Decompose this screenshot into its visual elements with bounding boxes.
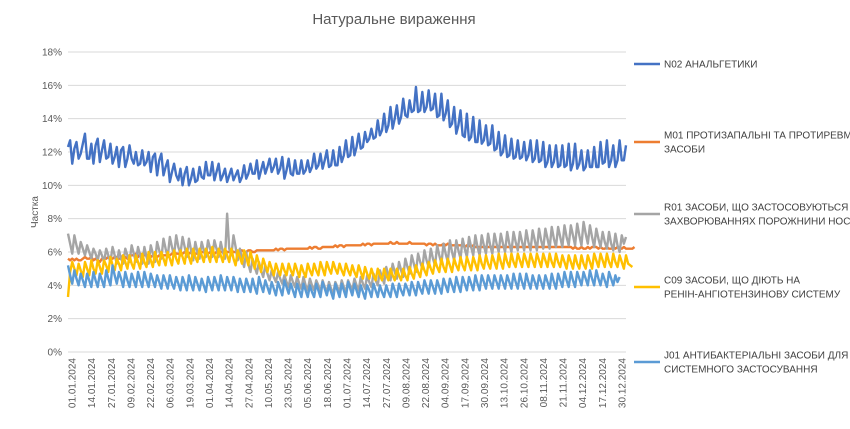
x-tick-label: 05.06.2024 [303, 358, 314, 408]
x-tick-label: 17.12.2024 [598, 358, 609, 408]
y-axis-label: Частка [30, 196, 41, 228]
x-tick-label: 01.07.2024 [343, 358, 354, 408]
series-lines [66, 85, 636, 300]
y-axis-ticks: 0% 2% 4% 6% 8% 10% 12% 14% 16% 18% [42, 48, 62, 359]
x-tick-label: 22.08.2024 [421, 358, 432, 408]
legend-label: R01 ЗАСОБИ, ЩО ЗАСТОСОВУЮТЬСЯ ПРИЗАХВОРЮ… [664, 203, 850, 228]
y-tick-label: 12% [42, 148, 62, 159]
y-tick-label: 14% [42, 114, 62, 125]
series-line-5 [66, 264, 621, 300]
x-axis-ticks: 01.01.2024 14.01.2024 27.01.2024 09.02.2024… [68, 358, 629, 408]
x-tick-label: 04.09.2024 [441, 358, 452, 408]
legend-label: C09 ЗАСОБИ, ЩО ДІЮТЬ НА РЕНІН-АНГІОТЕНЗИН… [664, 276, 841, 301]
x-tick-label: 27.01.2024 [107, 358, 118, 408]
x-tick-label: 30.12.2024 [618, 358, 629, 408]
y-tick-label: 4% [48, 281, 63, 292]
x-tick-label: 21.11.2024 [559, 358, 570, 408]
x-tick-label: 13.10.2024 [500, 358, 511, 408]
x-tick-label: 27.07.2024 [382, 358, 393, 408]
y-tick-label: 2% [48, 314, 63, 325]
x-tick-label: 06.03.2024 [166, 358, 177, 408]
y-tick-label: 16% [42, 81, 62, 92]
y-tick-label: 8% [48, 214, 63, 225]
x-tick-label: 01.04.2024 [205, 358, 216, 408]
x-tick-label: 09.08.2024 [401, 358, 412, 408]
x-tick-label: 19.03.2024 [185, 358, 196, 408]
x-tick-label: 26.10.2024 [519, 358, 530, 408]
y-tick-label: 10% [42, 181, 62, 192]
legend-label: J01 АНТИБАКТЕРІАЛЬНІ ЗАСОБИ ДЛЯ СИСТЕМНОГ… [664, 351, 848, 376]
x-tick-label: 04.12.2024 [578, 358, 589, 408]
x-tick-label: 01.01.2024 [68, 358, 79, 408]
series-line-4 [66, 245, 634, 298]
x-tick-label: 18.06.2024 [323, 358, 334, 408]
series-line-1 [66, 85, 628, 187]
x-tick-label: 23.05.2024 [284, 358, 295, 408]
x-tick-label: 30.09.2024 [480, 358, 491, 408]
x-tick-label: 14.04.2024 [225, 358, 236, 408]
x-tick-label: 22.02.2024 [146, 358, 157, 408]
x-tick-label: 27.04.2024 [244, 358, 255, 408]
legend: N02 АНАЛЬГЕТИКИ M01 ПРОТИЗАПАЛЬНІ ТА ПРОТ… [634, 60, 850, 376]
x-tick-label: 08.11.2024 [539, 358, 550, 408]
x-tick-label: 10.05.2024 [264, 358, 275, 408]
y-tick-label: 0% [48, 348, 63, 359]
x-tick-label: 09.02.2024 [126, 358, 137, 408]
y-tick-label: 6% [48, 248, 63, 259]
legend-label: M01 ПРОТИЗАПАЛЬНІ ТА ПРОТИРЕВМАТИЧНІЗАСО… [664, 131, 850, 156]
x-tick-label: 14.01.2024 [87, 358, 98, 408]
x-tick-label: 17.09.2024 [460, 358, 471, 408]
x-tick-label: 14.07.2024 [362, 358, 373, 408]
chart-title: Натуральне вираження [312, 11, 475, 28]
gridlines [68, 51, 626, 353]
legend-label: N02 АНАЛЬГЕТИКИ [664, 60, 757, 71]
y-tick-label: 18% [42, 48, 62, 59]
